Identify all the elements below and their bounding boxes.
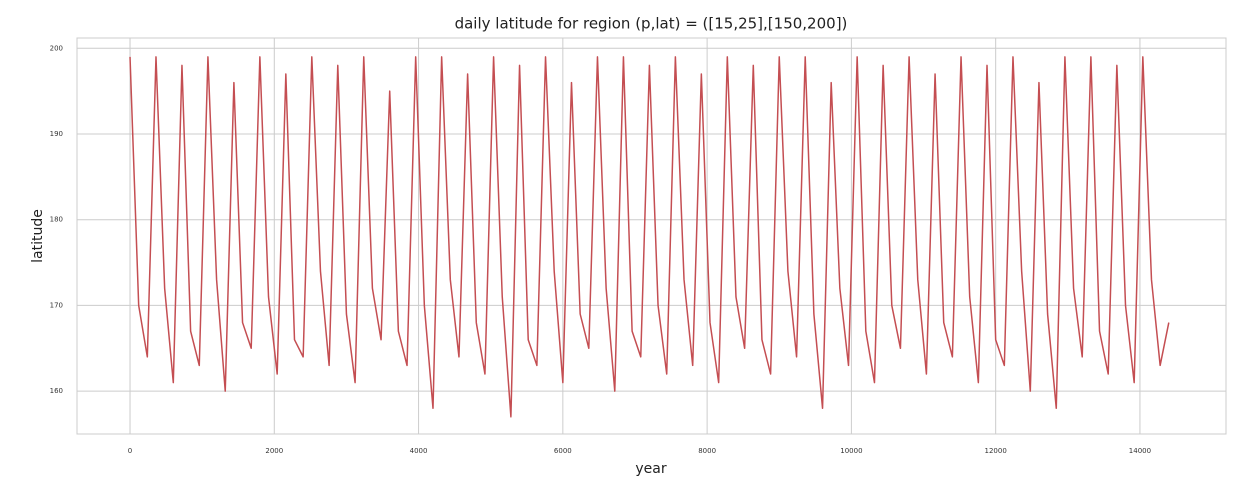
x-tick-label: 4000 — [410, 447, 428, 455]
y-tick-label: 190 — [50, 130, 63, 138]
x-tick-label: 8000 — [698, 447, 716, 455]
x-tick-label: 10000 — [840, 447, 862, 455]
y-tick-label: 160 — [50, 387, 63, 395]
data-line — [129, 56, 1170, 418]
x-tick-label: 14000 — [1129, 447, 1151, 455]
x-tick-label: 12000 — [985, 447, 1007, 455]
y-tick-label: 200 — [50, 44, 63, 52]
y-tick-label: 170 — [50, 301, 63, 309]
chart-title: daily latitude for region (p,lat) = ([15… — [455, 15, 848, 33]
x-tick-label: 0 — [128, 447, 132, 455]
y-axis-label: latitude — [30, 209, 46, 263]
x-tick-label: 2000 — [265, 447, 283, 455]
x-tick-label: 6000 — [554, 447, 572, 455]
x-axis-label: year — [635, 461, 666, 477]
y-tick-label: 180 — [50, 216, 63, 224]
